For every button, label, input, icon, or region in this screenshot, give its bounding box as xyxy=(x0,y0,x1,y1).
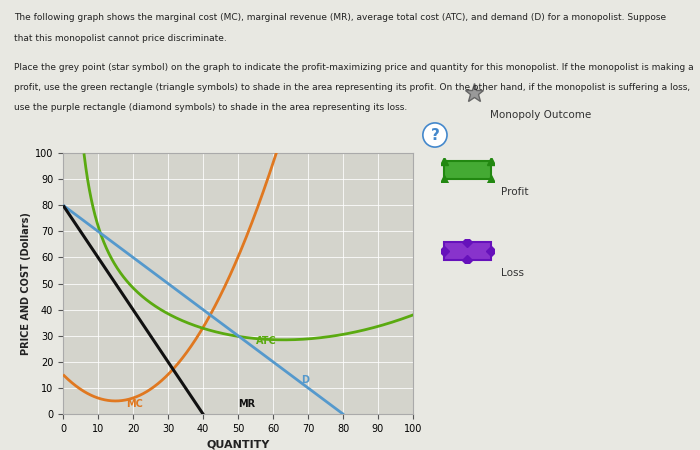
Text: MC: MC xyxy=(126,400,143,410)
Text: The following graph shows the marginal cost (MC), marginal revenue (MR), average: The following graph shows the marginal c… xyxy=(14,14,666,22)
Text: that this monopolist cannot price discriminate.: that this monopolist cannot price discri… xyxy=(14,34,227,43)
Y-axis label: PRICE AND COST (Dollars): PRICE AND COST (Dollars) xyxy=(21,212,31,355)
Text: MR: MR xyxy=(238,400,255,410)
Text: ?: ? xyxy=(430,127,440,143)
Text: use the purple rectangle (diamond symbols) to shade in the area representing its: use the purple rectangle (diamond symbol… xyxy=(14,104,407,112)
Text: Place the grey point (star symbol) on the graph to indicate the profit-maximizin: Place the grey point (star symbol) on th… xyxy=(14,63,694,72)
Text: Profit: Profit xyxy=(500,187,528,197)
Text: Monopoly Outcome: Monopoly Outcome xyxy=(490,110,592,120)
Text: D: D xyxy=(301,375,309,385)
Text: profit, use the green rectangle (triangle symbols) to shade in the area represen: profit, use the green rectangle (triangl… xyxy=(14,83,690,92)
Text: ATC: ATC xyxy=(256,336,276,346)
FancyBboxPatch shape xyxy=(444,161,491,179)
Text: Loss: Loss xyxy=(500,268,524,278)
X-axis label: QUANTITY: QUANTITY xyxy=(206,439,270,449)
FancyBboxPatch shape xyxy=(444,242,491,260)
